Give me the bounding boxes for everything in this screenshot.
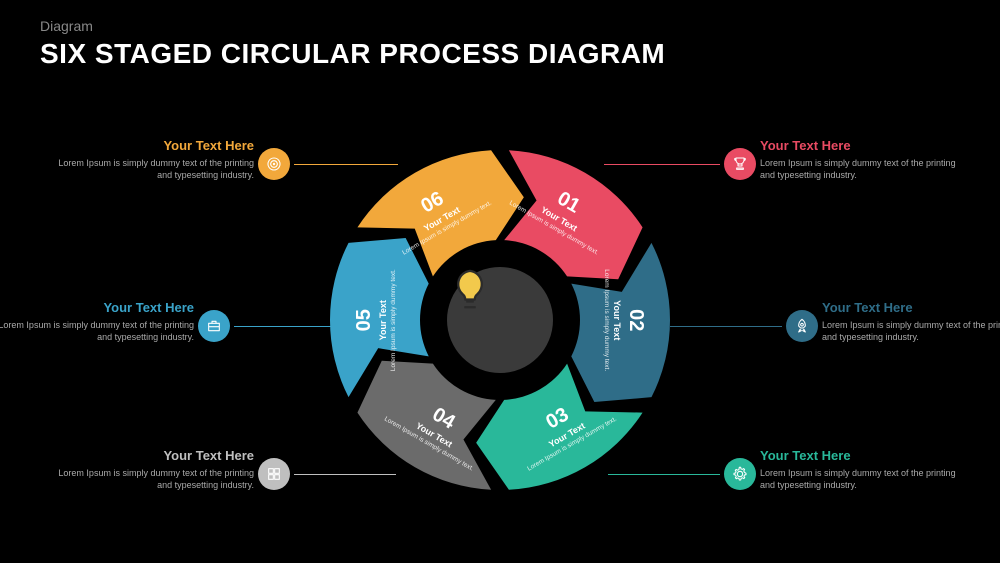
gear-icon xyxy=(724,458,756,490)
target-icon xyxy=(258,148,290,180)
grid-icon xyxy=(258,458,290,490)
callout-1: Your Text Here Lorem Ipsum is simply dum… xyxy=(760,138,960,181)
kicker: Diagram xyxy=(40,18,93,34)
callout-heading: Your Text Here xyxy=(760,448,960,463)
callout-body: Lorem Ipsum is simply dummy text of the … xyxy=(0,319,194,343)
center-disc xyxy=(447,267,553,373)
callout-5: Your Text Here Lorem Ipsum is simply dum… xyxy=(0,300,194,343)
ring-segment-01 xyxy=(504,150,642,279)
leader-line-2 xyxy=(670,326,782,327)
leader-line-6 xyxy=(294,164,398,165)
callout-body: Lorem Ipsum is simply dummy text of the … xyxy=(760,467,960,491)
leader-line-3 xyxy=(608,474,720,475)
callout-body: Lorem Ipsum is simply dummy text of the … xyxy=(760,157,960,181)
briefcase-icon xyxy=(198,310,230,342)
callout-4: Your Text Here Lorem Ipsum is simply dum… xyxy=(54,448,254,491)
callout-3: Your Text Here Lorem Ipsum is simply dum… xyxy=(760,448,960,491)
callout-6: Your Text Here Lorem Ipsum is simply dum… xyxy=(54,138,254,181)
callout-body: Lorem Ipsum is simply dummy text of the … xyxy=(822,319,1000,343)
callout-heading: Your Text Here xyxy=(54,138,254,153)
callout-heading: Your Text Here xyxy=(0,300,194,315)
callout-heading: Your Text Here xyxy=(760,138,960,153)
callout-heading: Your Text Here xyxy=(54,448,254,463)
page-title: SIX STAGED CIRCULAR PROCESS DIAGRAM xyxy=(40,38,665,70)
ring-segment-04 xyxy=(357,361,495,490)
rocket-icon xyxy=(786,310,818,342)
leader-line-5 xyxy=(234,326,332,327)
callout-2: Your Text Here Lorem Ipsum is simply dum… xyxy=(822,300,1000,343)
callout-heading: Your Text Here xyxy=(822,300,1000,315)
callout-body: Lorem Ipsum is simply dummy text of the … xyxy=(54,157,254,181)
lightbulb-icon xyxy=(447,267,493,313)
leader-line-4 xyxy=(294,474,396,475)
circular-diagram: 01 Your Text Lorem Ipsum is simply dummy… xyxy=(290,110,710,530)
leader-line-1 xyxy=(604,164,720,165)
slide: Diagram SIX STAGED CIRCULAR PROCESS DIAG… xyxy=(0,0,1000,563)
callout-body: Lorem Ipsum is simply dummy text of the … xyxy=(54,467,254,491)
trophy-icon xyxy=(724,148,756,180)
